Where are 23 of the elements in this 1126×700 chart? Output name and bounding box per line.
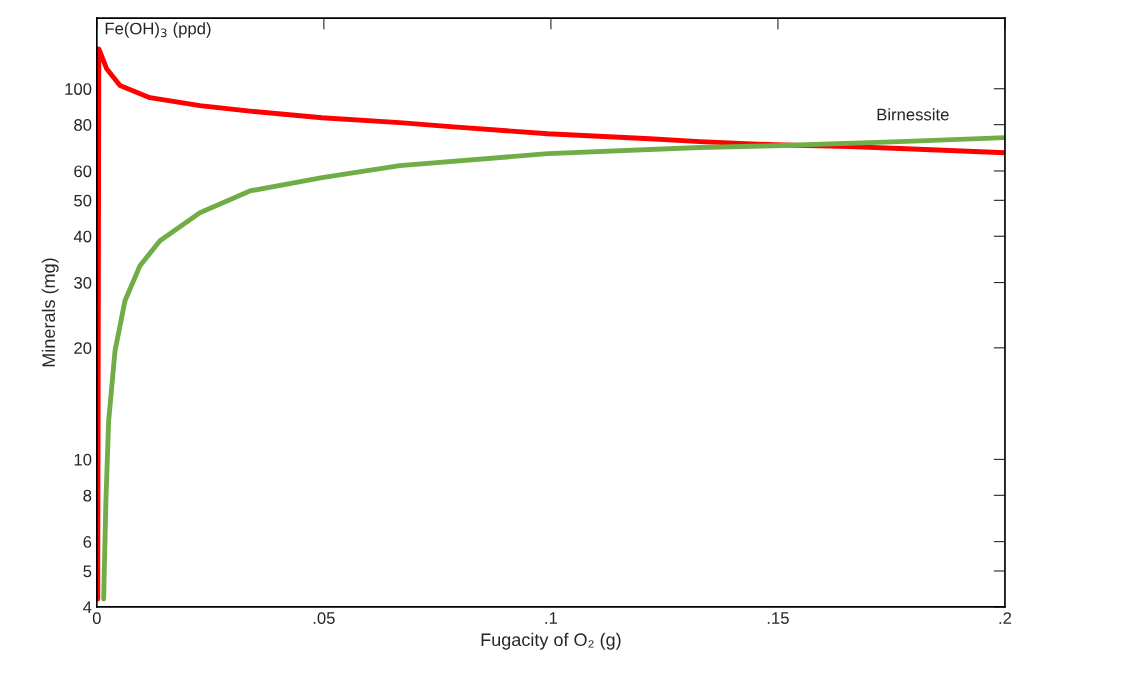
x-tick-label: 0 xyxy=(92,612,101,624)
x-tick-label: .15 xyxy=(767,612,789,624)
y-tick-label: 40 xyxy=(73,230,92,243)
y-tick-label: 20 xyxy=(74,342,92,355)
y-tick-label: 100 xyxy=(65,83,92,95)
y-tick-label: 60 xyxy=(74,165,92,178)
y-tick-label: 5 xyxy=(83,565,92,578)
line-series xyxy=(96,46,1005,602)
x-tick-label: .1 xyxy=(545,612,558,624)
series-label: Birnessite xyxy=(877,108,949,121)
x-tick-label: .2 xyxy=(999,612,1012,624)
x-axis-title: Fugacity of O₂ (g) xyxy=(481,632,621,650)
y-tick-label: 50 xyxy=(74,194,92,207)
y-tick-label: 6 xyxy=(83,536,92,548)
y-axis-title: Minerals (mg) xyxy=(41,258,59,367)
y-tick-label: 30 xyxy=(74,276,92,289)
x-tick-label: .05 xyxy=(313,612,335,624)
y-tick-label: 10 xyxy=(74,453,92,466)
y-tick-label: 80 xyxy=(74,119,92,131)
line-series xyxy=(101,135,1005,602)
y-tick-label: 8 xyxy=(83,489,92,502)
y-tick-label: 4 xyxy=(83,601,92,613)
series-label: Fe(OH)$_{3}$ (ppd) xyxy=(105,22,211,38)
